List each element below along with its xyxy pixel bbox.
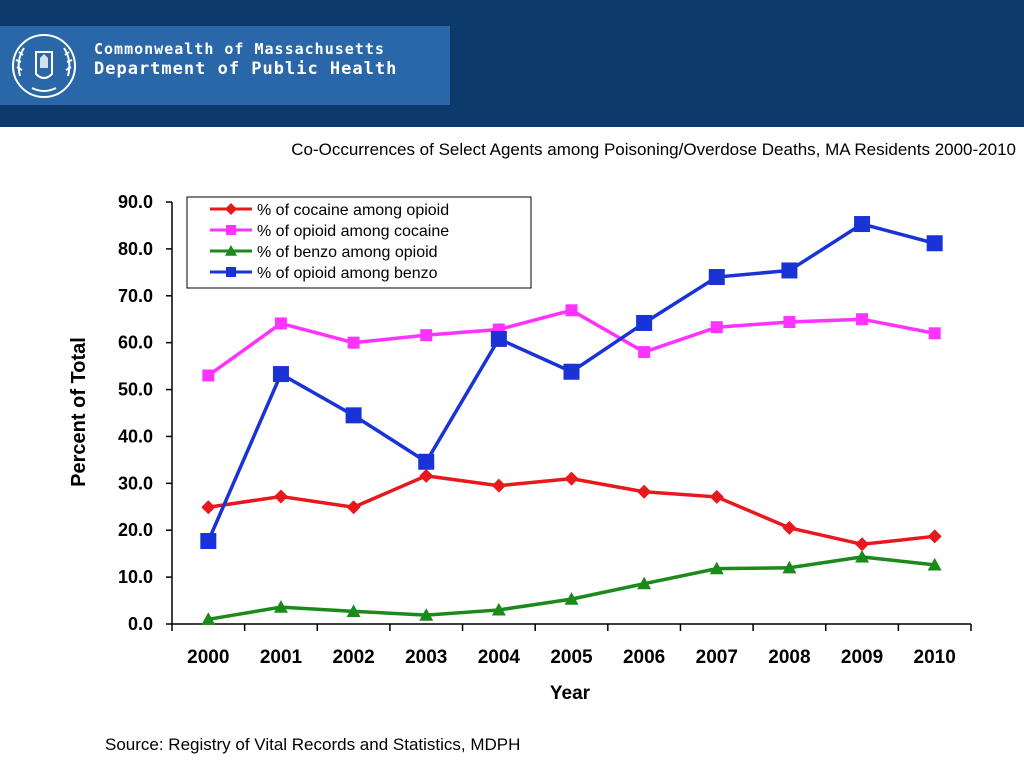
data-point — [782, 520, 797, 535]
data-point — [638, 346, 651, 359]
data-point — [564, 592, 579, 605]
legend-item: % of benzo among opioid — [210, 244, 438, 261]
legend-label: % of opioid among cocaine — [257, 223, 449, 240]
y-tick-label: 60.0 — [118, 333, 153, 353]
y-tick-label: 30.0 — [118, 473, 153, 493]
legend-marker — [226, 225, 236, 235]
data-point — [419, 608, 434, 621]
data-point — [927, 557, 942, 571]
data-point — [347, 336, 360, 349]
data-point — [491, 478, 506, 493]
logo: Commonwealth of Massachusetts Department… — [0, 26, 450, 105]
data-point — [709, 561, 724, 575]
logo-line-1: Commonwealth of Massachusetts — [94, 40, 385, 58]
series-4 — [200, 216, 943, 550]
series-line — [208, 555, 935, 622]
legend-item: % of opioid among cocaine — [210, 223, 449, 240]
series-3 — [201, 549, 942, 625]
data-point — [710, 321, 723, 334]
axes: 0.0 10.0 20.0 30.0 40.0 50.0 60.0 70.0 80.0 90.0 2… — [118, 192, 972, 668]
data-point — [563, 363, 580, 380]
data-point — [346, 500, 361, 515]
y-tick-label: 10.0 — [118, 567, 153, 587]
x-tick-label: 2010 — [914, 647, 956, 668]
data-point — [855, 537, 870, 552]
data-point — [636, 314, 653, 331]
x-tick-label: 2007 — [696, 647, 738, 668]
data-point — [855, 549, 870, 563]
data-point — [272, 366, 289, 383]
legend: % of cocaine among opioid % of opioid amo… — [186, 196, 532, 289]
data-point — [201, 500, 216, 515]
x-tick-label: 2008 — [768, 647, 810, 668]
data-point — [856, 313, 869, 326]
y-tick-label: 80.0 — [118, 239, 153, 259]
data-point — [345, 407, 362, 424]
y-axis-label: Percent of Total — [68, 337, 90, 487]
y-tick-label: 20.0 — [118, 520, 153, 540]
x-tick-label: 2000 — [187, 647, 229, 668]
y-tick-label: 70.0 — [118, 286, 153, 306]
data-point — [564, 471, 579, 486]
data-point — [346, 604, 361, 617]
data-point — [783, 316, 796, 329]
data-point — [781, 262, 798, 279]
data-point — [491, 602, 506, 616]
legend-marker — [225, 245, 237, 256]
data-point — [927, 529, 942, 544]
series-line — [208, 474, 935, 547]
x-tick-label: 2003 — [405, 647, 447, 668]
data-point — [419, 468, 434, 483]
x-tick-label: 2009 — [841, 647, 883, 668]
data-point — [273, 489, 288, 504]
x-axis-label: Year — [550, 683, 591, 704]
x-tick-label: 2002 — [332, 647, 374, 668]
source-note: Source: Registry of Vital Records and St… — [105, 735, 521, 754]
data-point — [637, 576, 652, 590]
data-point — [854, 216, 871, 233]
series-2 — [202, 304, 941, 382]
x-tick-label: 2001 — [260, 647, 303, 668]
data-point — [273, 600, 288, 613]
legend-item: % of cocaine among opioid — [210, 202, 449, 219]
data-point — [274, 317, 287, 330]
data-point — [420, 329, 433, 342]
y-tick-label: 0.0 — [128, 614, 153, 634]
legend-label: % of opioid among benzo — [257, 265, 438, 282]
data-point — [202, 369, 215, 382]
data-point — [782, 560, 797, 574]
y-tick-label: 90.0 — [118, 192, 153, 212]
legend-label: % of cocaine among opioid — [257, 202, 449, 219]
data-point — [708, 269, 725, 286]
y-tick-label: 40.0 — [118, 426, 153, 446]
data-point — [926, 235, 943, 252]
x-tick-label: 2005 — [550, 647, 593, 668]
series-layer — [200, 216, 943, 625]
data-point — [418, 453, 435, 470]
data-point — [490, 330, 507, 347]
data-point — [201, 612, 216, 625]
state-seal-icon — [12, 34, 76, 98]
legend-marker — [225, 203, 237, 215]
data-point — [637, 484, 652, 499]
data-point — [565, 304, 578, 317]
legend-marker — [226, 267, 236, 277]
data-point — [709, 489, 724, 504]
x-tick-label: 2006 — [623, 647, 665, 668]
chart-title: Co-Occurrences of Select Agents among Po… — [291, 140, 1016, 159]
line-chart: 0.0 10.0 20.0 30.0 40.0 50.0 60.0 70.0 80.0 90.0 2… — [68, 192, 972, 704]
logo-line-2: Department of Public Health — [94, 59, 398, 79]
data-point — [200, 533, 217, 550]
legend-item: % of opioid among benzo — [210, 265, 438, 282]
y-tick-label: 50.0 — [118, 380, 153, 400]
legend-label: % of benzo among opioid — [257, 244, 438, 261]
series-1 — [201, 468, 942, 552]
data-point — [928, 327, 941, 340]
x-tick-label: 2004 — [478, 647, 521, 668]
